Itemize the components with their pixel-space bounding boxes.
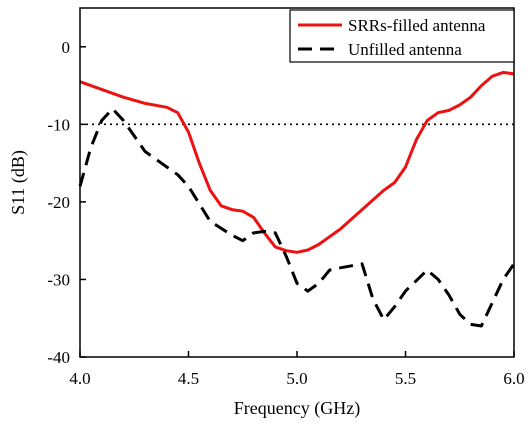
y-axis: 0 -10 -20 -30 -40 xyxy=(47,38,86,367)
y-tick-label: -10 xyxy=(47,115,70,134)
x-tick-label: 5.5 xyxy=(395,369,416,388)
legend-label-2: Unfilled antenna xyxy=(348,40,462,59)
x-tick-label: 5.0 xyxy=(286,369,307,388)
x-axis-label: Frequency (GHz) xyxy=(234,398,360,419)
y-tick-label: -20 xyxy=(47,193,70,212)
series-line-1 xyxy=(79,70,515,254)
legend-frame xyxy=(289,9,515,63)
y-tick-label: -40 xyxy=(47,348,70,367)
y-axis-label: S11 (dB) xyxy=(8,150,29,215)
legend: SRRs-filled antenna Unfilled antenna xyxy=(289,9,515,63)
legend-label-1: SRRs-filled antenna xyxy=(348,16,486,35)
y-tick-label: 0 xyxy=(62,38,71,57)
x-tick-label: 4.0 xyxy=(69,369,90,388)
x-tick-label: 6.0 xyxy=(503,369,524,388)
x-axis: 4.0 4.5 5.0 5.5 6.0 xyxy=(69,351,525,388)
x-tick-label: 4.5 xyxy=(178,369,199,388)
series-layer xyxy=(78,70,516,328)
y-tick-label: -30 xyxy=(47,270,70,289)
series-line-2 xyxy=(78,107,516,328)
